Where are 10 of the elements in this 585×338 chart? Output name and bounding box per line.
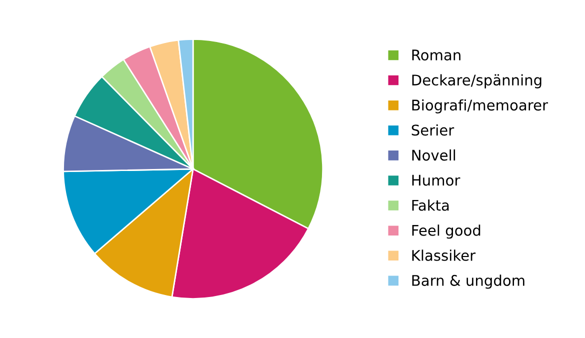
legend-label: Humor — [412, 174, 460, 186]
legend-label: Serier — [412, 124, 454, 136]
legend-label: Feel good — [412, 224, 480, 239]
legend-label: Novell — [412, 149, 456, 161]
legend-label: Biografi/memoarer — [412, 99, 548, 114]
legend-label: Barn & ungdom — [412, 274, 524, 289]
legend-label: Deckare/spänning — [412, 74, 542, 88]
legend-label: Fakta — [412, 200, 449, 211]
legend-label: Klassiker — [412, 250, 476, 261]
legend-label: Roman — [412, 50, 460, 60]
